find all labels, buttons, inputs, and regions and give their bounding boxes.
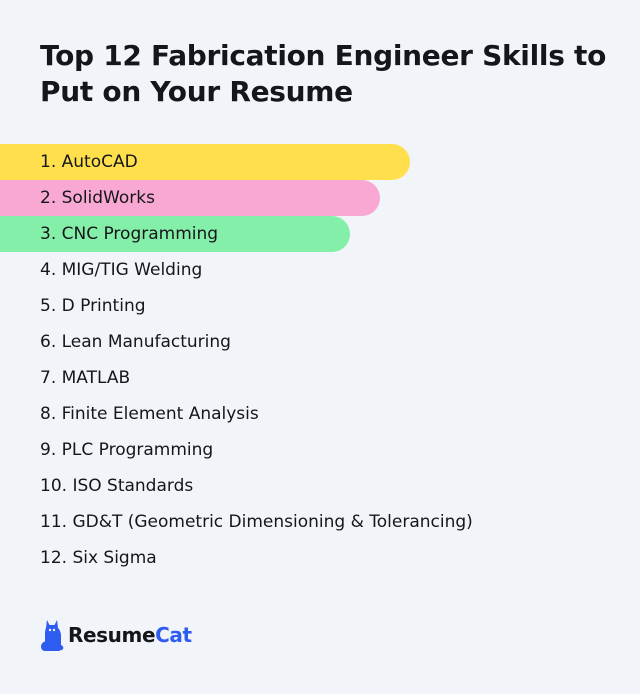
logo-text-cat: Cat xyxy=(155,623,192,647)
skill-item-lean-manufacturing: 6. Lean Manufacturing xyxy=(40,332,231,352)
logo-text-resume: Resume xyxy=(68,623,156,647)
page-title: Top 12 Fabrication Engineer Skills to Pu… xyxy=(40,39,607,108)
skill-item-autocad: 1. AutoCAD xyxy=(0,144,410,180)
skill-item-gdt: 11. GD&T (Geometric Dimensioning & Toler… xyxy=(40,512,473,532)
skill-item-six-sigma: 12. Six Sigma xyxy=(40,548,157,568)
skill-item-solidworks: 2. SolidWorks xyxy=(0,180,380,216)
resumecat-logo: ResumeCat xyxy=(40,617,192,653)
skills-list: 1. AutoCAD 2. SolidWorks 3. CNC Programm… xyxy=(0,144,640,576)
logo-text: ResumeCat xyxy=(68,623,192,647)
skill-item-matlab: 7. MATLAB xyxy=(40,368,131,388)
skill-item-finite-element-analysis: 8. Finite Element Analysis xyxy=(40,404,259,424)
cat-icon xyxy=(41,620,64,651)
skill-item-plc-programming: 9. PLC Programming xyxy=(40,440,214,460)
skill-item-iso-standards: 10. ISO Standards xyxy=(40,476,194,496)
skill-item-d-printing: 5. D Printing xyxy=(40,296,146,316)
skill-item-cnc-programming: 3. CNC Programming xyxy=(0,216,350,252)
skill-item-mig-tig-welding: 4. MIG/TIG Welding xyxy=(40,260,203,280)
